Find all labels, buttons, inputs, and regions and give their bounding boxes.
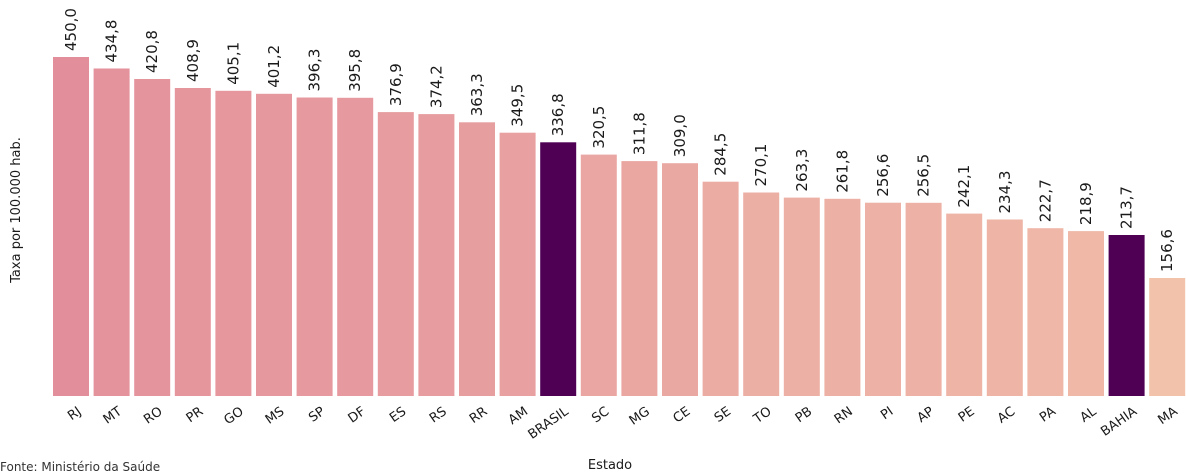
value-label-mg: 311,8: [630, 112, 648, 155]
value-label-se: 284,5: [712, 133, 730, 176]
bar-rr: [459, 122, 495, 397]
value-label-rs: 374,2: [427, 65, 445, 108]
bar-rj: [53, 57, 89, 396]
x-tick-label-pe: PE: [956, 404, 978, 426]
x-tick-label-al: AL: [1078, 404, 1100, 426]
bar-ma: [1149, 278, 1186, 396]
bar-es: [377, 112, 414, 396]
x-tick-label-mt: MT: [101, 404, 125, 427]
value-label-to: 270,1: [752, 144, 770, 187]
bar-to: [743, 192, 780, 396]
x-tick-label-ms: MS: [263, 404, 288, 427]
value-label-am: 349,5: [509, 84, 527, 127]
value-label-sc: 320,5: [590, 106, 608, 149]
bar-sp: [296, 97, 333, 396]
bar-pe: [946, 213, 983, 396]
x-tick-label-rs: RS: [427, 404, 450, 426]
bar-pr: [174, 88, 211, 396]
value-label-pb: 263,3: [793, 149, 811, 192]
bar-am: [499, 132, 536, 396]
bar-rn: [824, 198, 861, 396]
x-tick-label-es: ES: [387, 404, 409, 426]
x-tick-label-pa: PA: [1037, 404, 1059, 425]
value-labels-group: 450,0 434,8 420,8 408,9 405,1 401,2 396,3 395,8…: [62, 8, 1176, 272]
y-axis-title: Taxa por 100.000 hab.: [9, 137, 24, 284]
bar-ce: [662, 163, 698, 396]
value-label-rr: 363,3: [468, 73, 486, 116]
bar-pa: [1027, 228, 1064, 396]
x-tick-label-am: AM: [506, 404, 531, 428]
value-label-df: 395,8: [346, 49, 364, 92]
value-label-es: 376,9: [387, 63, 405, 106]
x-tick-label-df: DF: [346, 404, 369, 426]
value-label-pi: 256,6: [874, 154, 892, 197]
bar-ms: [256, 93, 292, 397]
x-tick-label-pb: PB: [793, 404, 815, 426]
value-label-pa: 222,7: [1036, 179, 1054, 222]
bar-al: [1068, 231, 1104, 396]
value-label-brasil: 336,8: [549, 93, 567, 136]
bars-group: [53, 57, 1186, 397]
value-label-pr: 408,9: [184, 39, 202, 82]
x-tick-label-ma: MA: [1155, 404, 1180, 428]
x-axis-title: Estado: [588, 458, 632, 473]
bar-pi: [865, 202, 901, 396]
bar-go: [215, 90, 252, 397]
x-tick-label-to: TO: [750, 404, 774, 427]
x-tick-label-sp: SP: [306, 404, 328, 426]
x-tick-label-brasil: BRASIL: [526, 404, 573, 443]
x-tick-label-rn: RN: [832, 404, 856, 427]
bar-bahia: [1108, 235, 1145, 396]
x-tick-label-pr: PR: [184, 404, 206, 426]
x-tick-label-bahia: BAHIA: [1098, 404, 1140, 439]
value-label-ce: 309,0: [671, 114, 689, 157]
bar-ac: [986, 219, 1023, 396]
value-label-mt: 434,8: [103, 20, 121, 63]
x-tick-label-pi: PI: [878, 404, 896, 423]
x-tick-label-rj: RJ: [65, 404, 84, 424]
x-tick-label-go: GO: [221, 404, 246, 428]
bar-brasil: [540, 142, 577, 396]
value-label-ap: 256,5: [915, 154, 933, 197]
value-label-ms: 401,2: [265, 45, 283, 88]
value-label-rn: 261,8: [833, 150, 851, 193]
x-tick-label-sc: SC: [589, 404, 612, 426]
bar-df: [337, 97, 374, 397]
value-label-ac: 234,3: [996, 171, 1014, 214]
bar-mg: [621, 161, 658, 396]
x-tick-label-se: SE: [712, 404, 734, 426]
bar-ap: [905, 202, 942, 396]
value-label-rj: 450,0: [62, 8, 80, 51]
value-label-ro: 420,8: [143, 30, 161, 73]
x-tick-label-ap: AP: [915, 404, 937, 426]
bar-rs: [418, 114, 455, 396]
bar-se: [702, 181, 739, 396]
value-label-al: 218,9: [1077, 182, 1095, 225]
bar-ro: [134, 79, 171, 396]
x-tick-label-mg: MG: [627, 404, 653, 429]
bar-sc: [580, 154, 617, 396]
bar-pb: [783, 197, 820, 396]
value-label-pe: 242,1: [955, 165, 973, 208]
value-label-go: 405,1: [224, 42, 242, 85]
value-label-sp: 396,3: [306, 49, 324, 92]
x-tick-label-ro: RO: [141, 404, 165, 427]
x-tick-label-ac: AC: [995, 404, 1018, 426]
source-note: Fonte: Ministério da Saúde: [0, 460, 160, 473]
value-label-ma: 156,6: [1158, 229, 1176, 272]
bar-mt: [93, 68, 130, 396]
x-tick-label-rr: RR: [467, 404, 490, 427]
value-label-bahia: 213,7: [1118, 186, 1136, 229]
x-tick-label-ce: CE: [671, 404, 694, 426]
